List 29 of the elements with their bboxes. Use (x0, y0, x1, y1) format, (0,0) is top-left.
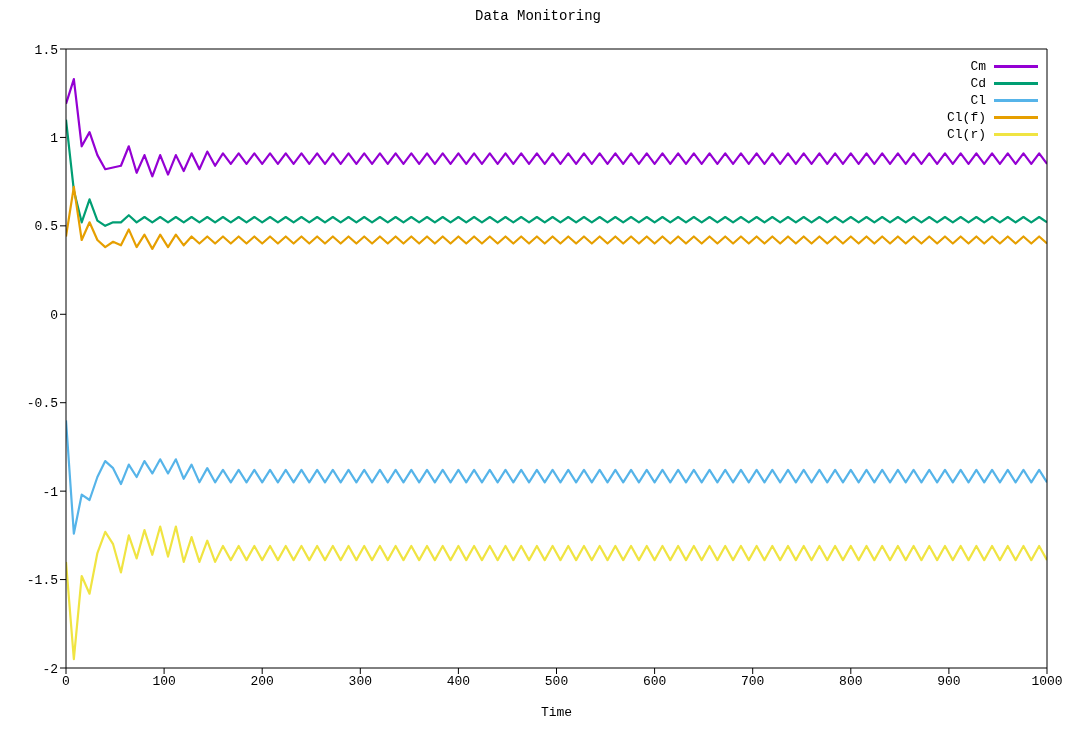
x-tick-label: 1000 (1031, 674, 1063, 690)
legend-label: Cl (970, 93, 986, 108)
y-tick-label: 0.5 (34, 219, 58, 235)
x-tick-label: 600 (642, 674, 667, 690)
y-tick-label: -2 (42, 661, 58, 677)
x-tick-label: 100 (152, 674, 176, 690)
x-tick-label: 500 (544, 674, 569, 690)
legend-label: Cl(r) (946, 127, 986, 142)
x-axis-title: Time (540, 705, 573, 720)
y-tick-label: -1 (42, 484, 59, 500)
line-series (66, 77, 1047, 178)
x-tick-label: 800 (839, 674, 863, 690)
line-series (66, 525, 1047, 661)
x-tick-label: 200 (250, 674, 274, 690)
x-tick-label: 400 (446, 674, 471, 690)
y-tick-label: 0 (50, 307, 58, 323)
legend-label: Cd (970, 76, 986, 91)
x-tick-label: 0 (62, 674, 70, 690)
y-tick-label: -1.5 (26, 573, 58, 589)
line-series (66, 185, 1047, 250)
y-tick-label: -0.5 (26, 396, 58, 412)
x-tick-label: 900 (937, 674, 961, 690)
chart-title: Data Monitoring (474, 8, 602, 26)
y-tick-label: 1 (50, 131, 59, 147)
legend-label: Cl(f) (946, 110, 986, 125)
legend-label: Cm (970, 59, 986, 74)
x-tick-label: 300 (348, 674, 372, 690)
x-tick-label: 700 (741, 674, 765, 690)
y-tick-label: 1.5 (34, 42, 58, 58)
